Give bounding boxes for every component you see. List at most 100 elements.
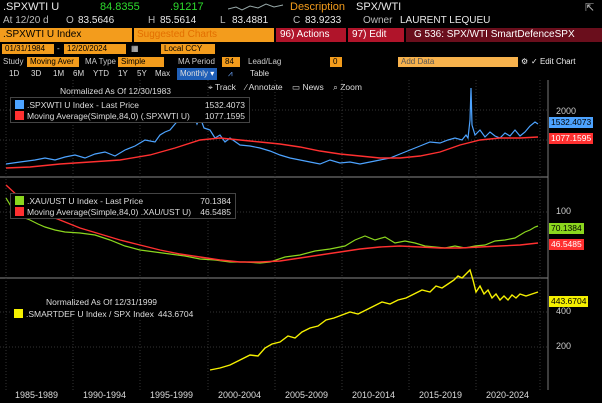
ma-period-label: MA Period — [178, 57, 215, 66]
legend-swatch — [15, 100, 24, 109]
zoom-label: Zoom — [340, 82, 362, 92]
actions-menu[interactable]: 96) Actions — [276, 28, 346, 42]
legend-value: 1532.4073 — [204, 99, 245, 110]
last-price-tag: 443.6704 — [549, 296, 589, 307]
edit-chart-button[interactable]: ✓ Edit Chart — [531, 57, 576, 66]
command-bar: .SPXWTI U Index Suggested Charts 96) Act… — [0, 28, 602, 42]
export-icon[interactable]: ⇱ — [585, 2, 595, 14]
owner-value: LAURENT LEQUEU — [400, 15, 491, 26]
legend-item: Moving Average(Simple,84,0) (.SPXWTI U) 1… — [15, 110, 245, 121]
legend-name: .SPXWTI U Index - Last Price — [27, 99, 139, 110]
calendar-icon[interactable]: ▦ — [131, 44, 139, 53]
ma-type-select[interactable]: Simple — [118, 57, 164, 67]
track-button[interactable]: ⌖ Track — [208, 82, 236, 92]
x-tick-label: 2015-2019 — [419, 390, 463, 400]
legend-name: .XAU/UST U Index - Last Price — [27, 195, 144, 206]
legend-value: 1077.1595 — [204, 110, 245, 121]
table-button[interactable]: Table — [250, 69, 270, 78]
study-select[interactable]: Moving Aver — [27, 57, 79, 67]
start-date-input[interactable]: 01/31/1984 — [2, 44, 54, 54]
high-label: H — [148, 15, 156, 26]
legend-swatch — [15, 111, 24, 120]
legend-item: Moving Average(Simple,84,0) .XAU/UST U) 4… — [15, 206, 231, 217]
settings-icon[interactable]: ⚙ — [521, 57, 529, 66]
close-label: C — [293, 15, 301, 26]
high-value: 85.5614 — [160, 15, 197, 26]
owner-label: Owner — [363, 15, 393, 26]
add-data-input[interactable]: Add Data — [398, 57, 518, 67]
period-max[interactable]: Max — [155, 69, 171, 78]
legend-swatch — [14, 309, 23, 318]
panel1-normalized-label: Normalized As Of 12/30/1983 — [60, 86, 172, 96]
spxwti-line — [5, 87, 539, 165]
annotate-button[interactable]: ∕ Annotate — [245, 82, 283, 92]
x-tick-label: 2010-2014 — [352, 390, 396, 400]
period-1y[interactable]: 1Y — [118, 69, 128, 78]
legend-item: .SPXWTI U Index - Last Price 1532.4073 — [15, 99, 245, 110]
description-label: Description — [290, 1, 346, 13]
period-1d[interactable]: 1D — [9, 69, 20, 78]
close-value: 83.9233 — [305, 15, 342, 26]
chart-type-icon[interactable]: ⩘ — [228, 69, 233, 78]
chart-toolbar: ⌖ Track ∕ Annotate ▭ News ⌕ Zoom — [208, 82, 362, 94]
period-ytd[interactable]: YTD — [93, 69, 109, 78]
price-change: .91217 — [170, 1, 204, 13]
x-tick-label: 1990-1994 — [83, 390, 127, 400]
date-range-row: 01/31/1984 - 12/20/2024 ▦ Local CCY — [0, 43, 602, 55]
date-separator: - — [57, 44, 60, 53]
period-3d[interactable]: 3D — [31, 69, 42, 78]
legend-name: Moving Average(Simple,84,0) .XAU/UST U) — [27, 206, 192, 217]
frequency-label: Monthly — [180, 69, 209, 78]
vertical-grid — [5, 80, 541, 390]
suggested-charts-button[interactable]: Suggested Charts — [134, 28, 274, 42]
x-tick-label: 2020-2024 — [486, 390, 530, 400]
study-label: Study — [3, 57, 24, 66]
period-1m[interactable]: 1M — [53, 69, 65, 78]
period-row: 1D 3D 1M 6M YTD 1Y 5Y Max Monthly ▾ ⩘ Ta… — [0, 68, 602, 80]
last-price: 84.8355 — [100, 1, 140, 13]
ohlc-row: At 12/20 d O 83.5646 H 85.5614 L 83.4881… — [0, 14, 602, 27]
security-field[interactable]: .SPXWTI U Index — [0, 28, 132, 42]
x-tick-label: 2000-2004 — [218, 390, 262, 400]
period-6m[interactable]: 6M — [73, 69, 85, 78]
ticker-row: .SPXWTI U 84.8355 .91217 Description SPX… — [0, 0, 602, 14]
date-label: At 12/20 d — [3, 15, 49, 26]
chart-area[interactable] — [0, 80, 602, 390]
horizontal-grid — [0, 109, 548, 348]
sparkline-icon — [228, 3, 284, 11]
ticker-symbol[interactable]: .SPXWTI U — [3, 1, 60, 13]
end-date-input[interactable]: 12/20/2024 — [64, 44, 126, 54]
y-tick-label: 100 — [556, 206, 572, 216]
ma-period-input[interactable]: 84 — [222, 57, 240, 67]
last-price-tag: 70.1384 — [549, 223, 584, 234]
ma-price-tag: 46.5485 — [549, 239, 584, 250]
news-label: News — [302, 82, 324, 92]
y-tick-label: 400 — [556, 306, 572, 316]
legend-item: .SMARTDEF U Index / SPX Index 443.6704 — [14, 308, 206, 319]
xau-ust-ma-line — [5, 184, 539, 263]
news-button[interactable]: ▭ News — [292, 82, 324, 92]
ma-price-tag: 1077.1595 — [549, 133, 594, 144]
leadlag-label: Lead/Lag — [248, 57, 282, 66]
y-tick-label: 2000 — [556, 106, 577, 116]
zoom-button[interactable]: ⌕ Zoom — [333, 82, 362, 92]
ma-type-label: MA Type — [85, 57, 116, 66]
legend-item: .XAU/UST U Index - Last Price 70.1384 — [15, 195, 231, 206]
last-price-tag: 1532.4073 — [549, 117, 594, 128]
chart-title[interactable]: G 536: SPX/WTI SmartDefenceSPX — [406, 28, 602, 42]
x-tick-label: 2005-2009 — [285, 390, 329, 400]
panel3-normalized-label: Normalized As Of 12/31/1999 — [46, 297, 158, 307]
open-value: 83.5646 — [78, 15, 115, 26]
low-label: L — [220, 15, 226, 26]
annotate-label: Annotate — [248, 82, 283, 92]
currency-select[interactable]: Local CCY — [161, 44, 215, 54]
description-value: SPX/WTI — [356, 1, 402, 13]
legend-name: Moving Average(Simple,84,0) (.SPXWTI U) — [27, 110, 190, 121]
leadlag-input[interactable]: 0 — [330, 57, 342, 67]
xau-ust-line — [5, 197, 539, 264]
edit-menu[interactable]: 97) Edit — [348, 28, 404, 42]
panel2-legend: .XAU/UST U Index - Last Price 70.1384 Mov… — [10, 193, 236, 219]
period-5y[interactable]: 5Y — [137, 69, 147, 78]
frequency-select[interactable]: Monthly ▾ — [177, 68, 218, 80]
y-tick-label: 200 — [556, 341, 572, 351]
